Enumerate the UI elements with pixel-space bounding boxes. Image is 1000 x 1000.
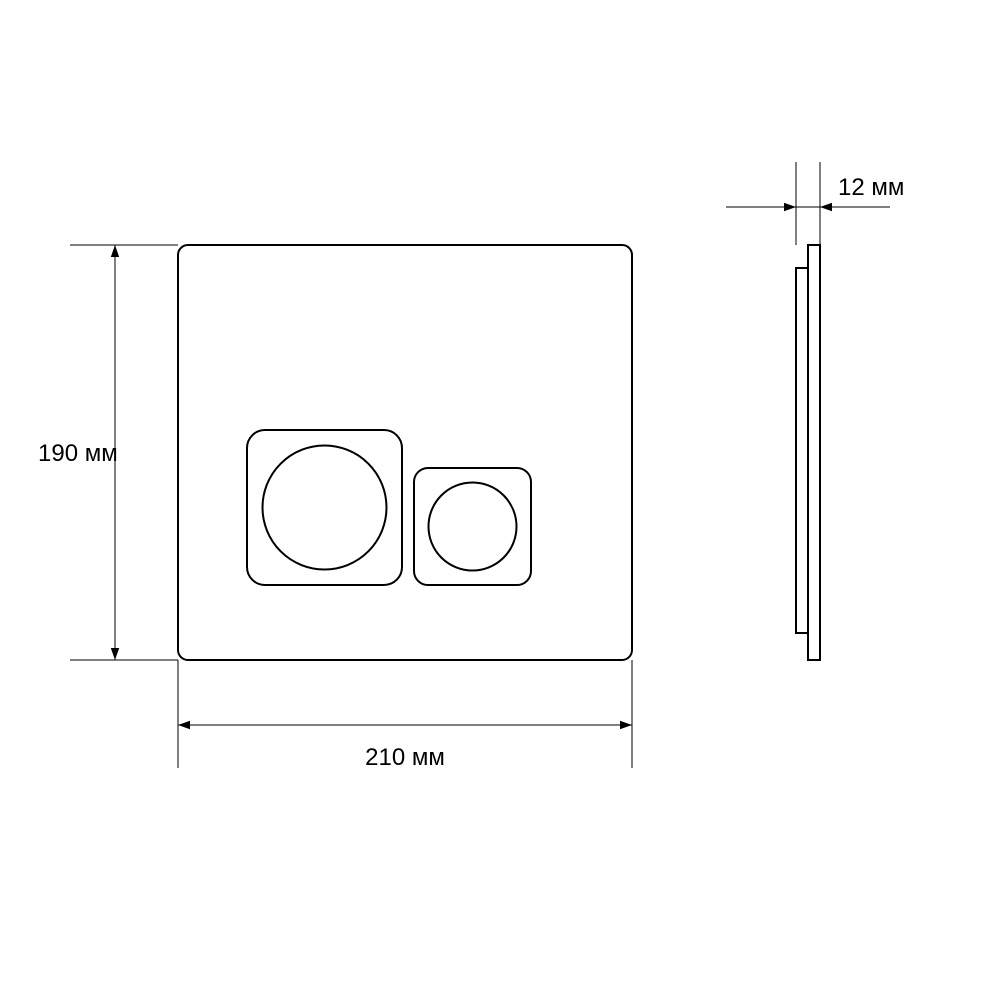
side-inner <box>796 268 808 633</box>
button-large-frame <box>247 430 402 585</box>
depth-label: 12 мм <box>838 174 904 201</box>
width-label: 210 мм <box>365 744 445 771</box>
height-label: 190 мм <box>38 440 118 467</box>
side-outer <box>808 245 820 660</box>
button-large-circle <box>263 446 387 570</box>
button-small-frame <box>414 468 531 585</box>
button-small-circle <box>429 483 517 571</box>
